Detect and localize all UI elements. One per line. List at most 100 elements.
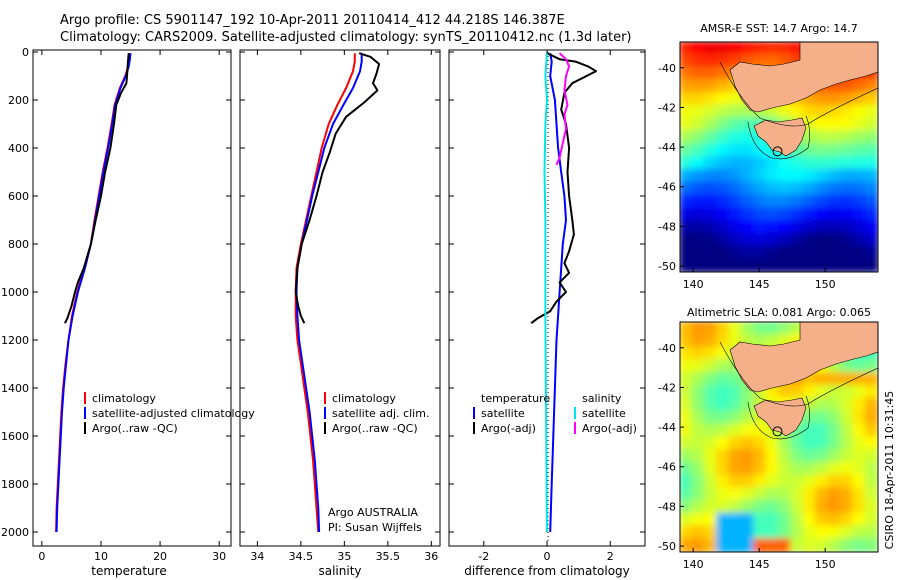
map-cell [852,92,867,107]
map-cell [864,487,878,502]
map-cell [728,194,743,210]
map-cell [740,117,756,133]
series-line-climatology [55,53,131,533]
map-cell [753,194,768,210]
map-cell [716,474,731,490]
map-cell [691,499,706,515]
series-line-salinity-satellite [543,53,548,533]
map-cell [740,130,756,146]
map-cell [703,117,719,133]
map-cell [703,79,719,95]
map-cell [716,461,731,477]
map-cell [765,499,780,515]
series-line-climatology [294,53,356,533]
map-cell [852,79,867,95]
map-cell [680,181,694,197]
series-line-salinity-argo-adj- [555,52,571,166]
map-cell [765,538,780,552]
temperature-x-label: temperature [91,564,166,578]
map-cell [839,232,855,248]
sla-field [680,322,878,552]
map-y-tick-label: -46 [658,181,676,194]
map-cell [765,156,780,171]
map-cell [827,143,842,158]
map-cell [864,245,878,261]
sst-map-frame [679,41,879,273]
map-cell [703,322,719,336]
map-cell [716,525,731,541]
map-x-tick-label: 140 [683,558,704,571]
map-cell [790,474,805,490]
map-cell [815,181,830,197]
map-cell [740,42,756,56]
map-cell [691,258,706,272]
map-cell [680,130,694,146]
map-cell [680,487,694,502]
temperature-panel: 0 10 20 30 0 200 400 600 800 1000 1200 1400 1600 180… [1,46,255,578]
map-cell [753,436,768,451]
map-cell [680,461,694,477]
sla-map-title: Altimetric SLA: 0.081 Argo: 0.065 [687,306,871,319]
map-cell [680,333,694,349]
y-tick-label: 400 [8,142,29,155]
map-cell [852,232,867,248]
map-cell [680,499,694,515]
argo-float-marker [772,426,783,437]
map-cell [716,359,731,375]
map-cell [680,359,694,375]
map-cell [753,168,768,184]
map-cell [716,499,731,515]
map-cell [728,104,743,120]
map-cell [802,461,818,477]
map-cell [680,79,694,95]
map-cell [802,397,818,413]
map-cell [827,525,842,541]
map-cell [691,219,706,235]
map-cell [839,397,855,413]
map-cell [802,168,818,184]
map-cell [703,410,719,426]
map-cell [740,207,756,222]
map-cell [716,448,731,464]
argo-pi-label: PI: Susan Wijffels [328,521,422,534]
map-cell [753,156,768,171]
map-cell [802,117,818,133]
map-cell [864,258,878,272]
map-cell [680,538,694,552]
map-cell [691,359,706,375]
map-cell [815,104,830,120]
map-cell [753,461,768,477]
map-cell [728,245,743,261]
map-y-tick-label: -48 [658,500,676,513]
map-cell [765,525,780,541]
map-cell [728,207,743,222]
map-cell [753,232,768,248]
map-cell [691,423,706,438]
map-cell [765,207,780,222]
map-cell [802,512,818,528]
map-cell [765,448,780,464]
map-cell [827,207,842,222]
map-cell [839,117,855,133]
map-cell [716,181,731,197]
map-cell [691,104,706,120]
map-cell [703,245,719,261]
map-cell [691,372,706,387]
depth-y-ticks: 0 200 400 600 800 1000 1200 1400 1600 1800 2000 [1,46,231,539]
map-cell [864,372,878,387]
map-cell [827,487,842,502]
map-cell [753,322,768,336]
map-cell [790,258,805,272]
map-cell [680,117,694,133]
map-cell [753,181,768,197]
map-cell [790,436,805,451]
map-cell [802,384,818,400]
map-cell [740,461,756,477]
map-cell [852,397,867,413]
map-cell [703,423,719,438]
series-line-argo-raw-qc- [64,53,130,324]
bathymetry-contour [719,341,878,407]
map-cell [740,181,756,197]
difference-panel: -2 0 2 difference from climatology tempera… [448,49,646,578]
map-cell [691,512,706,528]
